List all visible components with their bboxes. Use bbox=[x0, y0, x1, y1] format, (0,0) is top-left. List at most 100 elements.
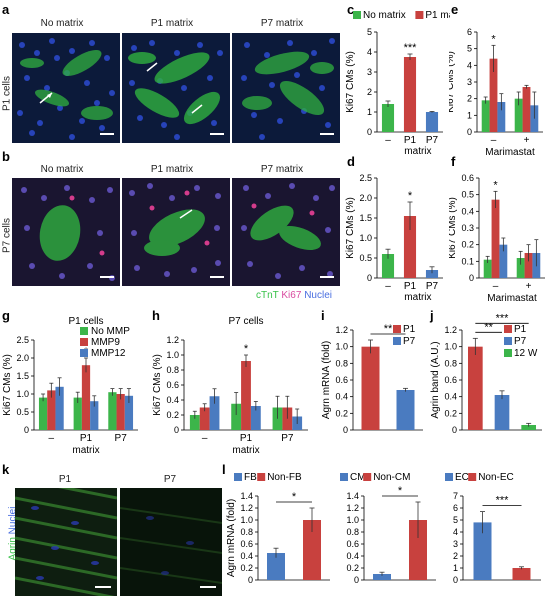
panel-b-title-2: P1 matrix bbox=[150, 164, 194, 175]
panel-label-f: f bbox=[451, 154, 456, 169]
panel-a-title-3: P7 matrix bbox=[260, 18, 304, 29]
bar bbox=[403, 216, 417, 278]
y-tick-label: 0 bbox=[354, 575, 359, 585]
bar bbox=[512, 568, 531, 580]
bar bbox=[199, 407, 210, 430]
x-tick-label: P1 bbox=[404, 135, 417, 146]
y-tick-label: 3 bbox=[453, 539, 458, 549]
legend-swatch bbox=[363, 473, 372, 481]
legend-swatch bbox=[504, 325, 512, 333]
y-tick-label: 0 bbox=[343, 425, 348, 435]
legend-label: No MMP bbox=[91, 326, 130, 337]
y-tick-label: 1.5 bbox=[16, 371, 29, 381]
bar bbox=[38, 397, 48, 430]
legend-label: Non-CM bbox=[373, 472, 410, 483]
micrograph-a-no-matrix bbox=[12, 33, 120, 143]
bar bbox=[499, 244, 508, 278]
legend-label: 12 W bbox=[514, 348, 538, 359]
y-tick-label: 0.8 bbox=[240, 527, 253, 537]
micrograph-b-no-matrix bbox=[12, 178, 120, 286]
y-axis-label: Ki67 CMs (%) bbox=[345, 51, 356, 113]
bar bbox=[241, 361, 251, 430]
legend-label: MMP12 bbox=[91, 348, 126, 359]
significance-mark: *** bbox=[496, 312, 510, 324]
y-tick-label: 1.0 bbox=[240, 515, 253, 525]
bar bbox=[483, 259, 492, 278]
y-tick-label: 0.6 bbox=[346, 539, 359, 549]
y-tick-label: 0.6 bbox=[335, 375, 348, 385]
stain-legend-b: cTnT Ki67 Nuclei bbox=[256, 290, 332, 301]
bar bbox=[250, 406, 261, 430]
bar bbox=[381, 254, 395, 278]
x-tick-label: + bbox=[526, 281, 532, 292]
bar bbox=[90, 401, 99, 430]
chart-title: P7 cells bbox=[228, 316, 263, 327]
y-tick-label: 5 bbox=[367, 27, 372, 37]
legend-label: P1 matrix bbox=[425, 10, 450, 21]
y-tick-label: 0.8 bbox=[166, 365, 179, 375]
bar bbox=[524, 253, 533, 278]
micrograph-a-p1-matrix bbox=[122, 33, 230, 143]
significance-mark: ** bbox=[484, 321, 493, 333]
significance-mark: * bbox=[491, 33, 496, 45]
bar bbox=[116, 394, 125, 430]
y-tick-label: 0.8 bbox=[346, 527, 359, 537]
x-tick-label: P7 bbox=[426, 135, 439, 146]
significance-mark: * bbox=[398, 485, 403, 497]
legend-label: P7 bbox=[514, 336, 527, 347]
y-tick-label: 0.4 bbox=[166, 395, 179, 405]
panel-label-h: h bbox=[152, 308, 160, 323]
y-tick-label: 0 bbox=[24, 425, 29, 435]
bar bbox=[373, 574, 391, 580]
bar bbox=[473, 522, 492, 580]
legend-swatch bbox=[340, 473, 348, 481]
legend-label: P1 bbox=[514, 324, 527, 335]
legend-swatch bbox=[504, 337, 512, 345]
y-tick-label: 0.4 bbox=[335, 392, 348, 402]
panel-a-side-label: P1 cells bbox=[1, 76, 13, 112]
legend-label: FB bbox=[244, 472, 257, 483]
panel-k-title-1: P1 bbox=[58, 474, 72, 485]
panel-label-k: k bbox=[2, 462, 10, 477]
bar bbox=[381, 104, 395, 132]
y-tick-label: 0.4 bbox=[240, 551, 253, 561]
y-tick-label: 0.6 bbox=[240, 539, 253, 549]
bar bbox=[189, 415, 200, 430]
bar bbox=[231, 403, 242, 430]
bar bbox=[425, 270, 439, 278]
y-tick-label: 4 bbox=[467, 60, 472, 70]
y-tick-label: 2.0 bbox=[359, 193, 372, 203]
significance-mark: * bbox=[244, 343, 249, 355]
y-tick-label: 0.2 bbox=[335, 408, 348, 418]
legend-swatch bbox=[353, 11, 361, 19]
y-tick-label: 0.5 bbox=[461, 190, 474, 200]
y-tick-label: 4 bbox=[367, 47, 372, 57]
significance-mark: *** bbox=[496, 495, 510, 507]
y-tick-label: 0.6 bbox=[461, 173, 474, 183]
legend-swatch bbox=[80, 349, 88, 357]
chart-e: 0 1 2 3 4 5 6 Ki67 CMs (%) – + * Marimastat bbox=[449, 27, 543, 155]
x-axis-label: matrix bbox=[404, 146, 431, 155]
y-tick-label: 2.5 bbox=[16, 335, 29, 345]
bar bbox=[491, 199, 500, 278]
micrograph-b-p1-matrix bbox=[122, 178, 230, 286]
y-tick-label: 1.0 bbox=[335, 342, 348, 352]
bar bbox=[521, 425, 536, 430]
y-tick-label: 0.4 bbox=[346, 551, 359, 561]
y-tick-label: 0 bbox=[452, 425, 457, 435]
y-tick-label: 1.0 bbox=[346, 515, 359, 525]
significance-mark: ** bbox=[384, 323, 393, 335]
y-tick-label: 0 bbox=[248, 575, 253, 585]
y-tick-label: 1.2 bbox=[444, 325, 457, 335]
x-axis-label: Marimastat bbox=[487, 293, 537, 304]
bar bbox=[396, 390, 415, 430]
bar bbox=[124, 395, 134, 430]
x-tick-label: – bbox=[202, 433, 208, 444]
y-tick-label: 0.2 bbox=[240, 563, 253, 573]
x-tick-label: P7 bbox=[281, 433, 294, 444]
legend-swatch bbox=[415, 11, 424, 19]
bar bbox=[81, 365, 91, 430]
